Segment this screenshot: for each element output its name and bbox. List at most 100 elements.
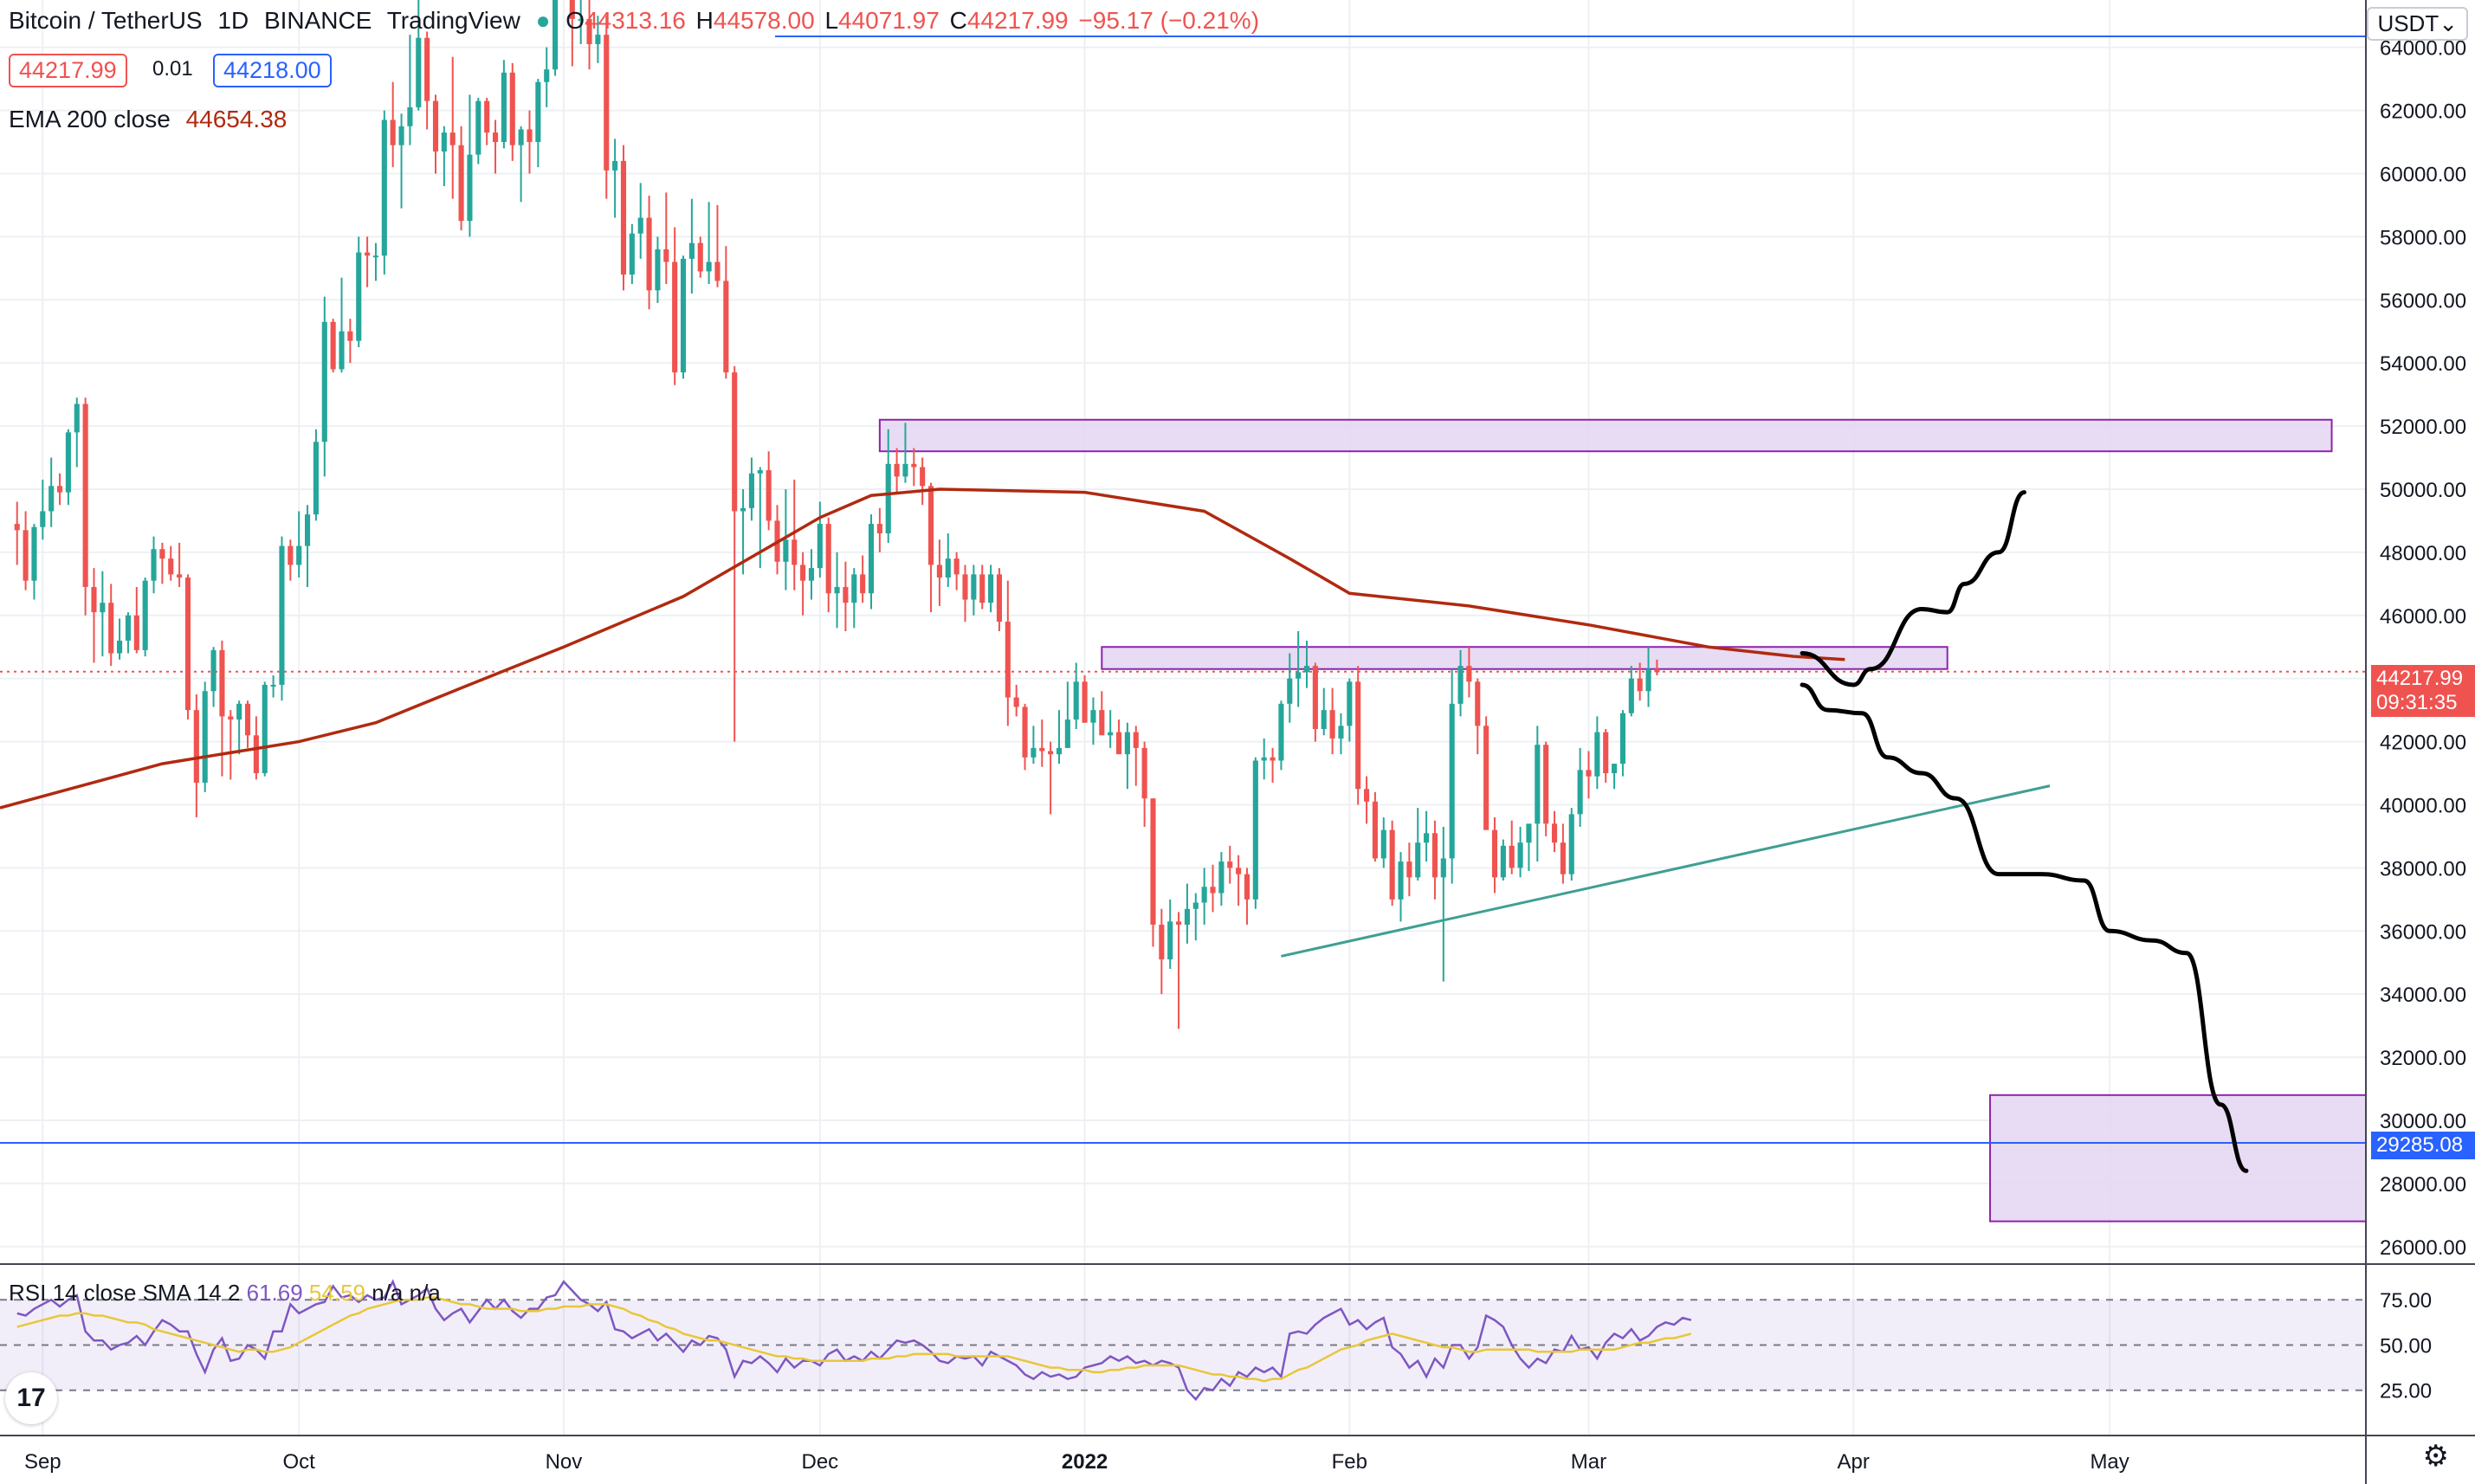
candle (117, 618, 123, 660)
ema-legend: EMA 200 close 44654.38 (9, 106, 295, 133)
ohlc-close: C44217.99 (949, 7, 1069, 34)
candle (244, 700, 251, 748)
candle (553, 0, 559, 76)
rsi-value: 61.69 (246, 1280, 303, 1306)
candle (1355, 666, 1361, 805)
price-tick-label: 46000.00 (2380, 605, 2466, 629)
candle-body (936, 565, 942, 578)
interval-label[interactable]: 1D (217, 7, 249, 34)
ohlc-high: H44578.00 (695, 7, 815, 34)
candle-body (31, 526, 37, 581)
candle-body (817, 524, 823, 569)
candle-body (1184, 908, 1190, 925)
candle (228, 710, 234, 780)
candle (834, 552, 840, 629)
candle (595, 16, 601, 63)
time-tick-label: Apr (1838, 1450, 1870, 1474)
candle-body (1560, 842, 1566, 874)
candle-body (586, 18, 592, 45)
candle-body (432, 100, 439, 152)
settings-gear-icon[interactable]: ⚙ (2422, 1440, 2449, 1473)
candle-body (14, 524, 20, 531)
candle-body (1090, 710, 1096, 723)
candle (732, 365, 738, 742)
candle-body (1108, 732, 1114, 736)
candle (262, 681, 268, 777)
candle (142, 577, 148, 657)
candle-body (680, 258, 687, 373)
candle (1431, 820, 1438, 900)
candle-body (1543, 745, 1549, 824)
candle-body (1483, 726, 1490, 830)
price-tick-label: 42000.00 (2380, 732, 2466, 755)
buy-price-badge[interactable]: 44218.00 (213, 54, 332, 87)
rsi-na-2: n/a (409, 1280, 441, 1306)
candle-body (808, 568, 815, 581)
time-tick-label: Nov (546, 1450, 583, 1474)
candle-body (637, 217, 643, 234)
candle (441, 126, 447, 187)
spread-label: 0.01 (152, 57, 193, 81)
candle (381, 110, 387, 275)
candle (74, 397, 80, 468)
ohlc-open: O44313.16 (565, 7, 686, 34)
candle (177, 542, 183, 587)
candle (305, 505, 311, 587)
candle (1424, 810, 1430, 862)
candle (100, 571, 106, 657)
candle-body (953, 558, 960, 575)
candle-body (441, 132, 447, 152)
candle-body (604, 35, 610, 171)
candle-body (766, 470, 772, 521)
candle-body (518, 129, 524, 145)
candle-body (962, 574, 968, 600)
candle-body (1022, 707, 1028, 758)
candle-body (416, 37, 422, 107)
candle (184, 574, 191, 720)
rsi-label[interactable]: RSI 14 close SMA 14 2 (9, 1280, 241, 1306)
candle-body (1526, 823, 1532, 843)
candle-body (1329, 710, 1335, 739)
candle-body (714, 261, 721, 281)
symbol-name[interactable]: Bitcoin / TetherUS (9, 7, 203, 34)
candle-body (398, 126, 404, 145)
candle-body (184, 577, 191, 711)
candle (168, 545, 174, 581)
candle (270, 675, 276, 698)
candle (133, 586, 139, 654)
candle-body (82, 403, 88, 587)
candle-body (1612, 764, 1618, 774)
tradingview-logo-icon[interactable]: 17 (5, 1372, 57, 1424)
candle (1406, 842, 1412, 897)
currency-select[interactable]: USDT⌄ (2367, 7, 2468, 41)
candle (1201, 868, 1207, 925)
ascending-trendline (1281, 784, 2051, 958)
countdown-tag: 09:31:35 (2371, 689, 2475, 717)
candle-body (569, 0, 575, 19)
candle (330, 319, 336, 373)
candle-body (1201, 887, 1207, 903)
candle-body (646, 217, 652, 291)
candle (1475, 678, 1481, 755)
candle-body (1424, 833, 1430, 843)
candle-body (595, 35, 601, 45)
candle (416, 0, 422, 111)
candle (663, 192, 669, 285)
candle (398, 113, 404, 209)
source-label: TradingView (386, 7, 520, 34)
candle-body (1466, 666, 1472, 682)
candle-body (125, 615, 131, 641)
candle (1261, 738, 1267, 780)
price-tick-label: 36000.00 (2380, 920, 2466, 944)
candle-body (1654, 668, 1660, 673)
candle (1227, 845, 1233, 884)
candle (808, 549, 815, 600)
candle (535, 79, 541, 168)
time-tick-label: Mar (1571, 1450, 1606, 1474)
sell-price-badge[interactable]: 44217.99 (9, 54, 127, 87)
candle (1363, 776, 1370, 824)
candle (1270, 747, 1276, 783)
candle (1637, 662, 1643, 701)
bullish-projection-path (1800, 490, 2026, 687)
